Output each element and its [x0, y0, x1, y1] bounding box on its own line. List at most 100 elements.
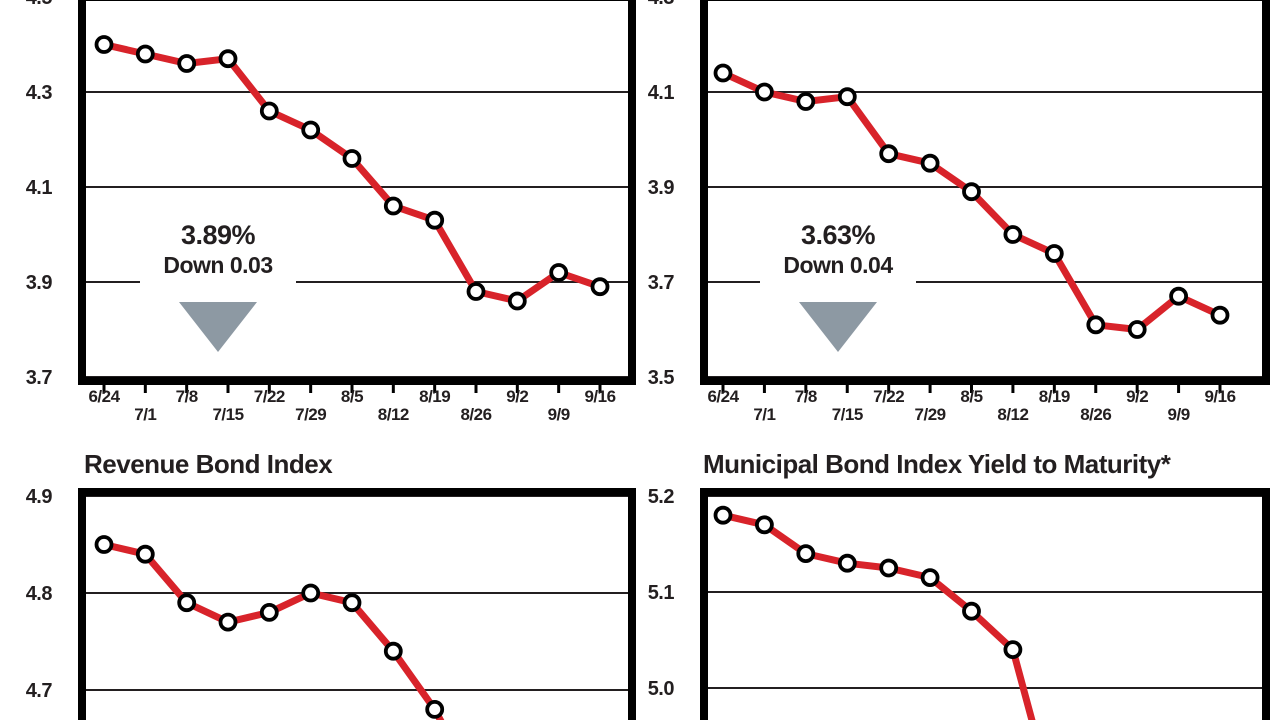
data-point-marker [962, 182, 981, 202]
x-axis-label: 8/12 [378, 405, 409, 424]
x-axis-label: 8/26 [1080, 405, 1111, 424]
y-axis-label: 5.0 [648, 678, 675, 700]
data-point-marker [796, 92, 816, 111]
x-axis-label: 6/24 [707, 387, 739, 406]
y-axis-label: 4.9 [26, 486, 53, 508]
data-point-marker [837, 553, 857, 573]
x-axis-label: 9/9 [548, 405, 570, 424]
annotation-current-value: 3.63% [801, 220, 876, 250]
chart-panel-bottom-left: 4.9 4.8 4.7 [26, 486, 636, 720]
x-axis-label: 8/19 [1039, 387, 1070, 406]
series-line [100, 541, 445, 720]
data-point-marker [94, 35, 114, 54]
series-line [719, 69, 1224, 333]
x-axis-label: 6/24 [88, 387, 120, 406]
y-axis-label: 3.7 [26, 367, 53, 389]
data-point-marker [755, 515, 774, 535]
plot-frame [700, 488, 1270, 720]
data-point-marker [135, 44, 155, 64]
y-axis-label: 4.7 [26, 680, 53, 702]
data-point-marker [425, 210, 445, 230]
data-point-marker [177, 54, 197, 73]
x-axis-label: 8/12 [997, 405, 1028, 424]
data-point-marker [1003, 225, 1023, 244]
down-arrow-icon [179, 302, 257, 352]
data-point-marker [301, 120, 321, 140]
data-point-marker [796, 544, 816, 563]
x-axis-label: 7/1 [134, 405, 156, 424]
annotation-current-value: 3.89% [181, 220, 256, 250]
y-axis-label: 4.3 [26, 82, 53, 104]
data-point-marker [94, 535, 114, 554]
x-axis-label: 8/5 [960, 387, 982, 406]
x-axis-label: 7/15 [212, 405, 243, 424]
data-point-marker [549, 263, 569, 282]
annotation-knockout [140, 251, 296, 287]
data-point-marker [177, 593, 197, 613]
x-axis-label: 8/5 [341, 387, 363, 406]
y-axis-label: 3.9 [648, 177, 675, 199]
annotation-change: Down 0.04 [783, 252, 893, 278]
data-point-marker [962, 601, 981, 621]
x-axis-label: 9/9 [1168, 405, 1190, 424]
x-axis-label: 7/29 [915, 405, 946, 424]
y-axis-label: 5.1 [648, 582, 675, 604]
data-point-marker [383, 196, 403, 216]
y-axis-label: 3.7 [648, 272, 675, 294]
y-axis-label: 3.9 [26, 272, 53, 294]
data-point-marker [1003, 640, 1023, 659]
data-point-marker [218, 612, 238, 632]
y-axis-label: 4.5 [26, 0, 53, 9]
x-axis-label: 7/15 [832, 405, 863, 424]
data-point-marker [879, 144, 899, 164]
chart-panel-top-left: 3.89%Down 0.03 4.5 4.3 4.1 3.9 3.7 6/24 7/1 7/8 7… [26, 0, 636, 424]
data-point-marker [301, 583, 321, 603]
x-axis-label: 8/19 [419, 387, 450, 406]
plot-frame [78, 0, 636, 385]
data-point-marker [218, 49, 238, 69]
data-point-marker [879, 558, 899, 578]
data-point-marker [466, 282, 486, 301]
data-point-marker [1086, 315, 1106, 335]
data-point-marker [1044, 244, 1064, 263]
series-line [719, 511, 1036, 720]
data-point-marker [713, 505, 733, 525]
data-point-marker [425, 700, 445, 719]
annotation-change: Down 0.03 [163, 252, 272, 278]
data-point-marker [1210, 305, 1230, 325]
plot-frame [700, 0, 1270, 385]
y-axis-label: 5.2 [648, 486, 675, 508]
y-axis-label: 4.1 [26, 177, 53, 199]
y-axis-label: 4.3 [648, 0, 675, 9]
x-axis-label: 7/1 [753, 405, 775, 424]
data-point-marker [590, 277, 610, 297]
data-point-marker [259, 101, 279, 121]
data-point-marker [713, 63, 733, 83]
x-axis-label: 9/2 [506, 387, 528, 406]
x-axis-label: 9/16 [584, 387, 615, 406]
y-axis-label: 4.8 [26, 583, 53, 605]
annotation-knockout [760, 251, 916, 287]
chart-panel-bottom-right: 5.2 5.1 5.0 [648, 486, 1270, 720]
data-point-marker [342, 593, 362, 613]
data-point-marker [1169, 286, 1188, 306]
chart-panel-top-right: 3.63%Down 0.04 4.3 4.1 3.9 3.7 3.5 6/24 7/1 7/8 7… [648, 0, 1270, 424]
x-axis-label: 7/8 [795, 387, 817, 406]
x-axis-label: 7/22 [873, 387, 904, 406]
down-arrow-icon [799, 302, 877, 352]
data-point-marker [135, 544, 155, 564]
y-axis-label: 4.1 [648, 82, 675, 104]
x-axis-label: 9/16 [1204, 387, 1235, 406]
data-point-marker [920, 568, 940, 587]
plot-frame [78, 488, 636, 720]
x-axis-label: 7/22 [254, 387, 285, 406]
x-axis-label: 7/29 [295, 405, 326, 424]
data-point-marker [342, 149, 362, 168]
data-point-marker [920, 153, 940, 173]
y-axis-label: 3.5 [648, 367, 675, 389]
x-axis-label: 7/8 [176, 387, 198, 406]
data-point-marker [1127, 320, 1147, 339]
x-axis-label: 8/26 [460, 405, 491, 424]
